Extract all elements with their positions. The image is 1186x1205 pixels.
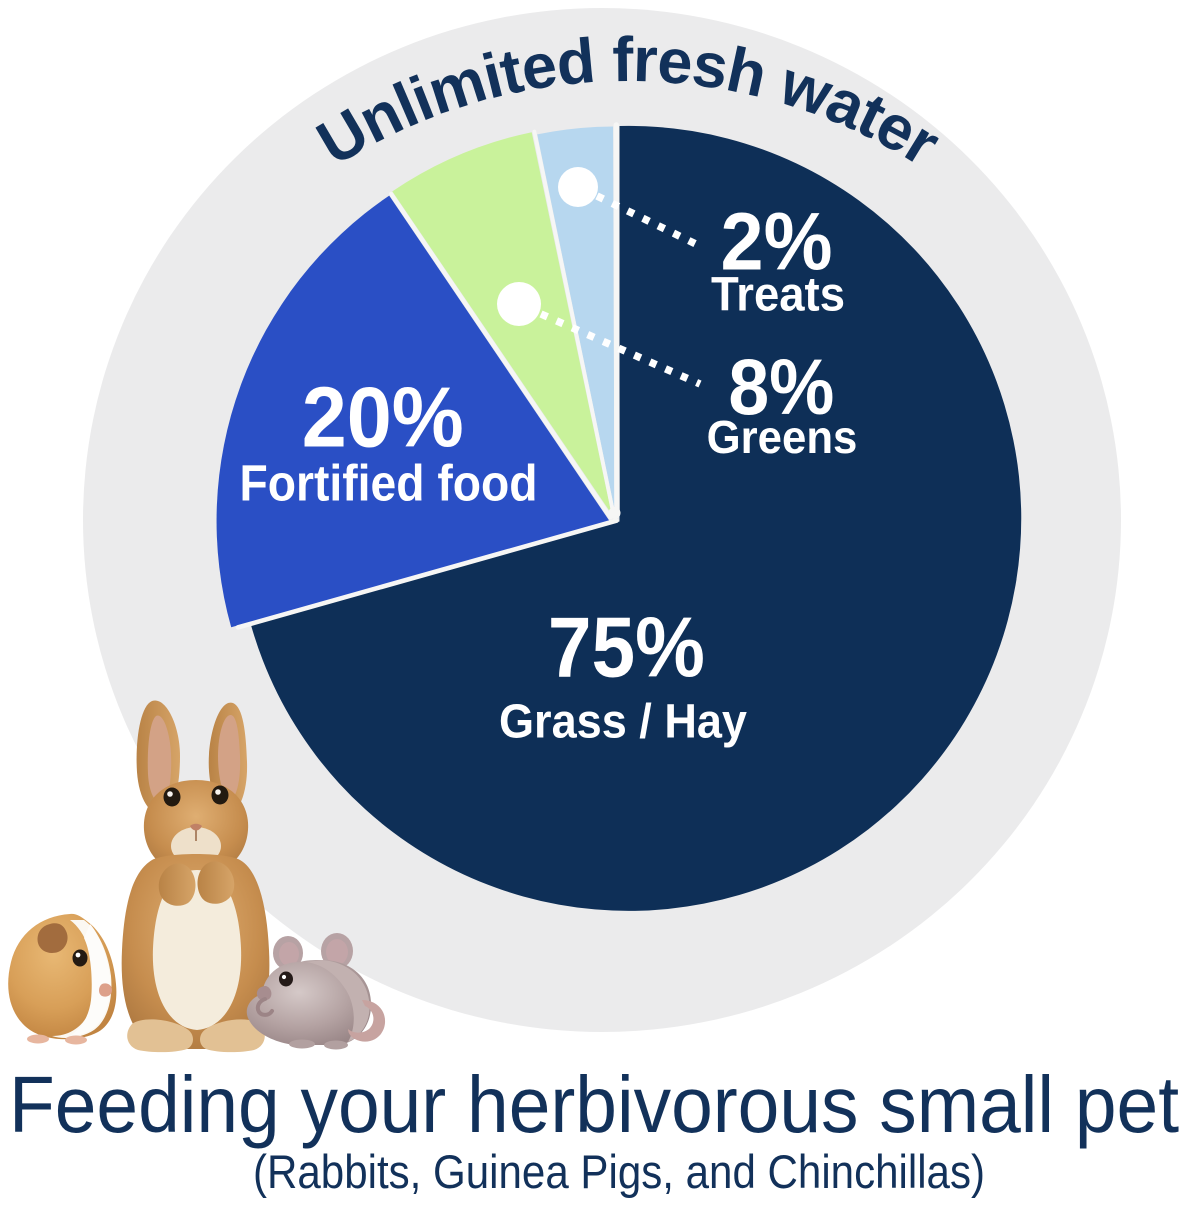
- svg-text:Greens: Greens: [707, 411, 858, 463]
- svg-text:20%: 20%: [302, 370, 464, 465]
- svg-text:2%: 2%: [721, 197, 833, 288]
- svg-text:Treats: Treats: [711, 268, 845, 322]
- svg-text:Feeding your herbivorous small: Feeding your herbivorous small pet: [9, 1060, 1179, 1149]
- svg-text:(Rabbits, Guinea Pigs, and Chi: (Rabbits, Guinea Pigs, and Chinchillas): [253, 1145, 985, 1198]
- svg-text:75%: 75%: [548, 599, 705, 695]
- svg-text:Fortified food: Fortified food: [240, 455, 538, 512]
- svg-text:8%: 8%: [728, 342, 834, 431]
- svg-text:Grass / Hay: Grass / Hay: [499, 696, 747, 749]
